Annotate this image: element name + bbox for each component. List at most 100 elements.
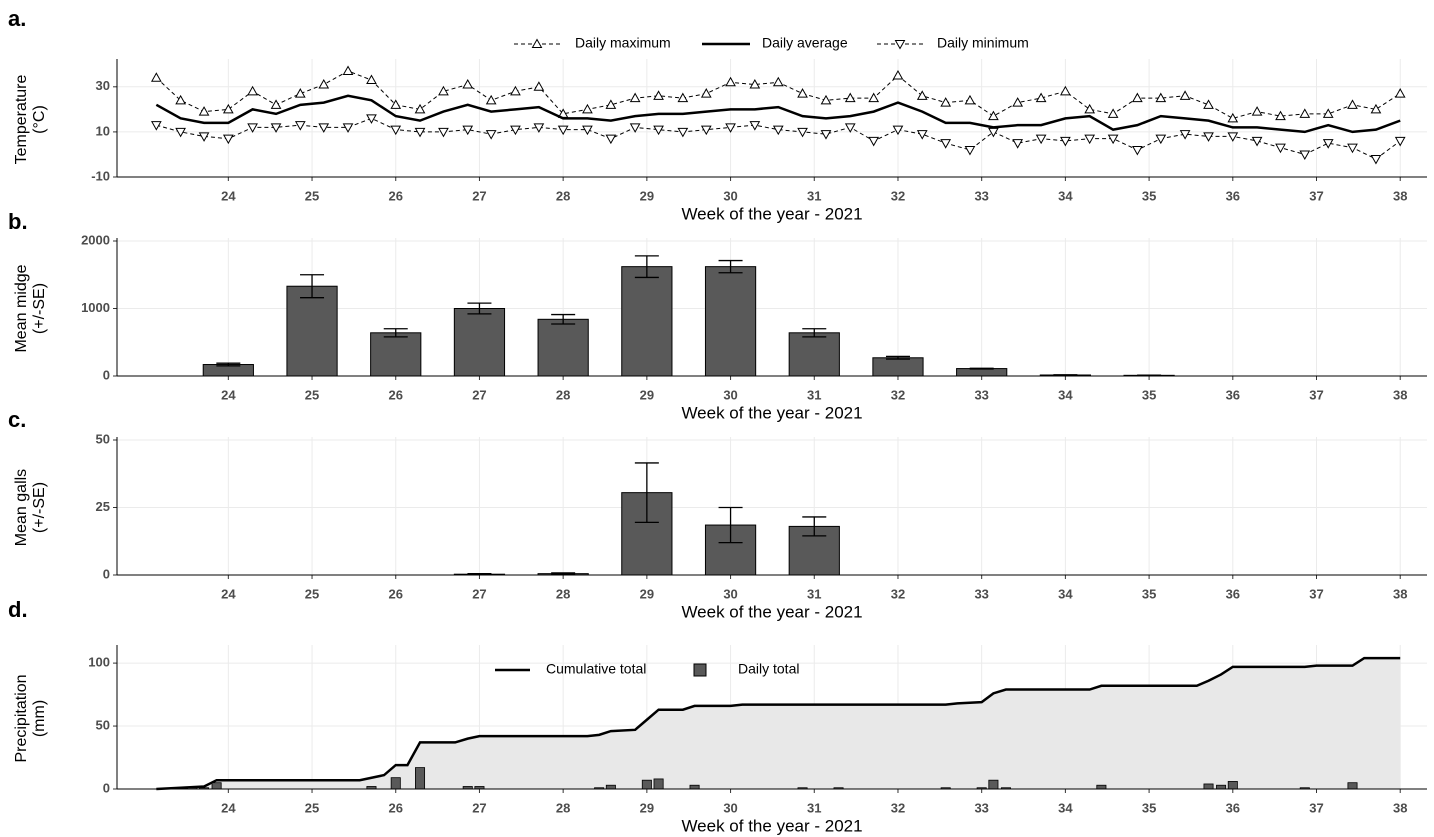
x-tick-label: 36 bbox=[1226, 387, 1240, 402]
marker bbox=[414, 127, 426, 138]
error-bar bbox=[467, 302, 492, 315]
x-tick-label: 33 bbox=[974, 387, 988, 402]
error-bar bbox=[383, 328, 408, 338]
marker bbox=[940, 97, 952, 107]
x-tick-label: 32 bbox=[891, 586, 905, 601]
marker bbox=[510, 125, 521, 136]
y-tick-label: 30 bbox=[96, 78, 110, 93]
y-tick-label: 2000 bbox=[81, 232, 110, 247]
marker bbox=[485, 94, 497, 105]
marker bbox=[1060, 136, 1071, 147]
y-tick-label: 0 bbox=[103, 780, 110, 795]
marker bbox=[438, 85, 449, 96]
x-tick-label: 25 bbox=[305, 800, 319, 815]
marker bbox=[964, 94, 976, 105]
marker bbox=[1251, 106, 1263, 116]
x-tick-label: 38 bbox=[1393, 586, 1407, 601]
marker bbox=[629, 123, 641, 133]
daily-bar bbox=[1216, 784, 1227, 790]
marker bbox=[270, 123, 282, 133]
y-axis-title: (+/-SE) bbox=[31, 482, 48, 533]
x-axis-title: Week of the year - 2021 bbox=[681, 816, 862, 835]
series-line bbox=[156, 117, 1401, 160]
marker bbox=[653, 90, 664, 100]
marker bbox=[749, 121, 761, 131]
bar bbox=[704, 266, 757, 377]
marker bbox=[1084, 134, 1096, 145]
marker bbox=[510, 85, 521, 96]
error-bar bbox=[718, 506, 743, 544]
error-bar bbox=[551, 572, 576, 576]
x-tick-label: 30 bbox=[723, 188, 737, 203]
x-tick-label: 37 bbox=[1309, 800, 1323, 815]
x-tick-label: 31 bbox=[807, 586, 821, 601]
x-tick-label: 38 bbox=[1393, 188, 1407, 203]
marker bbox=[1275, 143, 1286, 154]
marker bbox=[342, 65, 354, 76]
x-tick-label: 34 bbox=[1058, 387, 1073, 402]
daily-bar bbox=[1203, 783, 1214, 790]
marker bbox=[605, 134, 617, 145]
marker bbox=[1347, 99, 1358, 109]
marker bbox=[1179, 130, 1191, 140]
daily-bar bbox=[390, 777, 401, 790]
marker bbox=[1132, 92, 1143, 103]
bar bbox=[621, 266, 673, 377]
marker bbox=[1251, 136, 1263, 147]
error-bar bbox=[634, 462, 659, 523]
marker bbox=[1012, 139, 1024, 149]
marker bbox=[725, 76, 736, 87]
x-tick-label: 30 bbox=[723, 387, 737, 402]
marker bbox=[700, 88, 712, 98]
y-axis-title: (+/-SE) bbox=[31, 283, 48, 334]
marker bbox=[1394, 88, 1406, 98]
marker bbox=[916, 90, 928, 100]
marker bbox=[150, 72, 162, 82]
marker bbox=[988, 127, 999, 138]
x-tick-label: 25 bbox=[305, 387, 319, 402]
marker bbox=[150, 121, 162, 131]
error-bar bbox=[300, 274, 325, 299]
marker bbox=[725, 123, 736, 133]
marker bbox=[844, 123, 856, 133]
error-bar bbox=[885, 355, 910, 360]
marker bbox=[916, 130, 928, 140]
marker bbox=[772, 125, 784, 136]
marker bbox=[1084, 103, 1096, 114]
x-tick-label: 28 bbox=[556, 800, 570, 815]
legend-label: Daily average bbox=[762, 35, 848, 51]
marker bbox=[1299, 150, 1311, 160]
marker bbox=[700, 125, 712, 136]
x-axis-title: Week of the year - 2021 bbox=[681, 204, 862, 223]
marker bbox=[653, 125, 664, 136]
marker bbox=[247, 85, 258, 96]
daily-bar bbox=[653, 778, 664, 790]
legend-label: Daily minimum bbox=[937, 35, 1029, 51]
marker bbox=[533, 123, 545, 133]
marker bbox=[366, 114, 377, 124]
x-tick-label: 24 bbox=[221, 586, 236, 601]
x-tick-label: 36 bbox=[1226, 188, 1240, 203]
x-tick-label: 32 bbox=[891, 387, 905, 402]
marker bbox=[1132, 145, 1143, 156]
marker bbox=[438, 127, 449, 138]
x-tick-label: 33 bbox=[974, 586, 988, 601]
x-tick-label: 35 bbox=[1142, 800, 1156, 815]
marker bbox=[1107, 108, 1119, 118]
marker bbox=[582, 103, 593, 114]
marker bbox=[677, 92, 689, 103]
daily-bar bbox=[689, 784, 700, 790]
y-tick-label: 100 bbox=[88, 655, 110, 670]
y-tick-label: 25 bbox=[96, 499, 110, 514]
x-tick-label: 36 bbox=[1226, 800, 1240, 815]
marker bbox=[605, 99, 617, 109]
bar bbox=[956, 368, 1008, 377]
x-tick-label: 25 bbox=[305, 188, 319, 203]
y-tick-label: 0 bbox=[103, 367, 110, 382]
marker bbox=[964, 145, 976, 156]
error-bar bbox=[216, 362, 241, 367]
x-tick-label: 24 bbox=[221, 800, 236, 815]
x-tick-label: 31 bbox=[807, 800, 821, 815]
x-tick-label: 27 bbox=[472, 586, 486, 601]
x-tick-label: 30 bbox=[723, 586, 737, 601]
